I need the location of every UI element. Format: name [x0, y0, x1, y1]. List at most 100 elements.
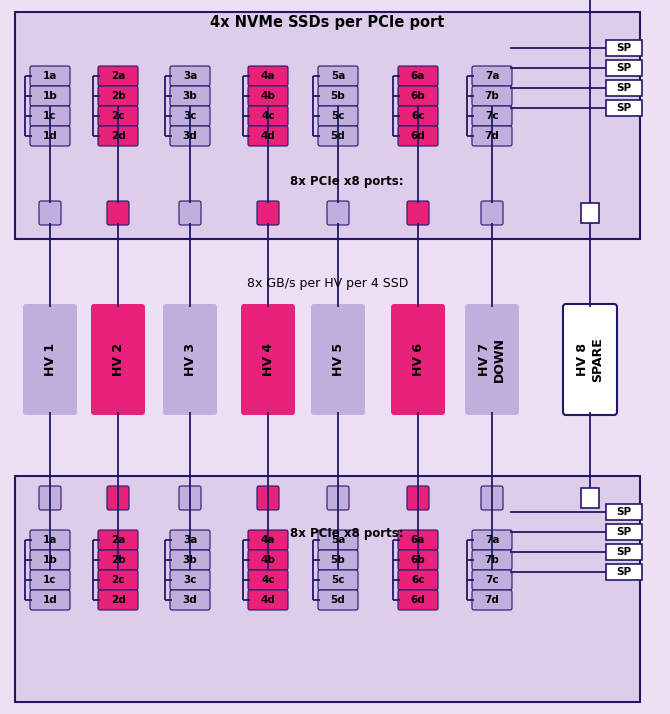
Text: 4a: 4a — [261, 535, 275, 545]
FancyBboxPatch shape — [472, 126, 512, 146]
Text: SP: SP — [616, 83, 632, 93]
Text: 1d: 1d — [43, 595, 58, 605]
FancyBboxPatch shape — [398, 570, 438, 590]
FancyBboxPatch shape — [257, 201, 279, 225]
Bar — [15, 476, 640, 702]
FancyBboxPatch shape — [257, 486, 279, 510]
Bar — [581, 203, 599, 223]
FancyBboxPatch shape — [398, 530, 438, 550]
FancyBboxPatch shape — [398, 550, 438, 570]
Text: 4b: 4b — [261, 91, 275, 101]
Text: 6c: 6c — [411, 111, 425, 121]
FancyBboxPatch shape — [318, 106, 358, 126]
Text: 4c: 4c — [261, 111, 275, 121]
FancyBboxPatch shape — [563, 304, 617, 415]
Text: 5d: 5d — [330, 131, 345, 141]
Text: 7a: 7a — [485, 535, 499, 545]
FancyBboxPatch shape — [98, 570, 138, 590]
Bar — [606, 524, 642, 540]
Text: 7b: 7b — [484, 91, 499, 101]
Text: 3d: 3d — [183, 595, 198, 605]
FancyBboxPatch shape — [398, 66, 438, 86]
Text: 7d: 7d — [484, 595, 499, 605]
FancyBboxPatch shape — [170, 590, 210, 610]
FancyBboxPatch shape — [39, 201, 61, 225]
Text: 7b: 7b — [484, 555, 499, 565]
Bar — [606, 504, 642, 520]
FancyBboxPatch shape — [318, 86, 358, 106]
FancyBboxPatch shape — [248, 550, 288, 570]
FancyBboxPatch shape — [318, 530, 358, 550]
FancyBboxPatch shape — [318, 66, 358, 86]
Text: 1d: 1d — [43, 131, 58, 141]
Text: 4d: 4d — [261, 595, 275, 605]
Text: 8x PCIe x8 ports:: 8x PCIe x8 ports: — [290, 174, 403, 188]
FancyBboxPatch shape — [248, 590, 288, 610]
FancyBboxPatch shape — [248, 530, 288, 550]
FancyBboxPatch shape — [170, 126, 210, 146]
FancyBboxPatch shape — [248, 86, 288, 106]
FancyBboxPatch shape — [407, 486, 429, 510]
FancyBboxPatch shape — [318, 126, 358, 146]
FancyBboxPatch shape — [98, 86, 138, 106]
Text: 6c: 6c — [411, 575, 425, 585]
FancyBboxPatch shape — [98, 550, 138, 570]
Text: SP: SP — [616, 507, 632, 517]
Text: HV 4: HV 4 — [261, 343, 275, 376]
Bar — [606, 80, 642, 96]
Text: 4d: 4d — [261, 131, 275, 141]
Text: 3b: 3b — [183, 555, 198, 565]
FancyBboxPatch shape — [407, 201, 429, 225]
Text: 3a: 3a — [183, 71, 197, 81]
Text: 3a: 3a — [183, 535, 197, 545]
FancyBboxPatch shape — [98, 530, 138, 550]
Text: 6b: 6b — [411, 91, 425, 101]
Text: HV 2: HV 2 — [111, 343, 125, 376]
FancyBboxPatch shape — [248, 106, 288, 126]
Text: 3b: 3b — [183, 91, 198, 101]
Text: 1b: 1b — [43, 555, 58, 565]
Text: 7c: 7c — [485, 575, 498, 585]
Text: SP: SP — [616, 527, 632, 537]
Text: 4c: 4c — [261, 575, 275, 585]
FancyBboxPatch shape — [472, 106, 512, 126]
FancyBboxPatch shape — [98, 126, 138, 146]
Text: 5a: 5a — [331, 535, 345, 545]
Text: 2d: 2d — [111, 595, 125, 605]
Text: HV 3: HV 3 — [184, 343, 196, 376]
Text: HV 7
DOWN: HV 7 DOWN — [478, 337, 506, 382]
FancyBboxPatch shape — [318, 550, 358, 570]
Text: 2b: 2b — [111, 91, 125, 101]
FancyBboxPatch shape — [170, 106, 210, 126]
FancyBboxPatch shape — [472, 66, 512, 86]
Text: 5b: 5b — [330, 91, 345, 101]
FancyBboxPatch shape — [248, 570, 288, 590]
Text: SP: SP — [616, 103, 632, 113]
FancyBboxPatch shape — [465, 304, 519, 415]
FancyBboxPatch shape — [107, 486, 129, 510]
FancyBboxPatch shape — [248, 66, 288, 86]
Text: 2c: 2c — [111, 111, 125, 121]
FancyBboxPatch shape — [179, 486, 201, 510]
FancyBboxPatch shape — [179, 201, 201, 225]
FancyBboxPatch shape — [170, 570, 210, 590]
Text: SP: SP — [616, 567, 632, 577]
Text: 4b: 4b — [261, 555, 275, 565]
Text: 7d: 7d — [484, 131, 499, 141]
Text: 2c: 2c — [111, 575, 125, 585]
Text: 2a: 2a — [111, 535, 125, 545]
Text: 2b: 2b — [111, 555, 125, 565]
FancyBboxPatch shape — [248, 126, 288, 146]
Text: 2a: 2a — [111, 71, 125, 81]
FancyBboxPatch shape — [327, 201, 349, 225]
FancyBboxPatch shape — [241, 304, 295, 415]
Text: 5b: 5b — [330, 555, 345, 565]
FancyBboxPatch shape — [23, 304, 77, 415]
Text: 5d: 5d — [330, 595, 345, 605]
Text: 4x NVMe SSDs per PCIe port: 4x NVMe SSDs per PCIe port — [210, 14, 445, 29]
Bar — [581, 488, 599, 508]
Text: 6d: 6d — [411, 131, 425, 141]
FancyBboxPatch shape — [170, 86, 210, 106]
FancyBboxPatch shape — [481, 486, 503, 510]
FancyBboxPatch shape — [39, 486, 61, 510]
